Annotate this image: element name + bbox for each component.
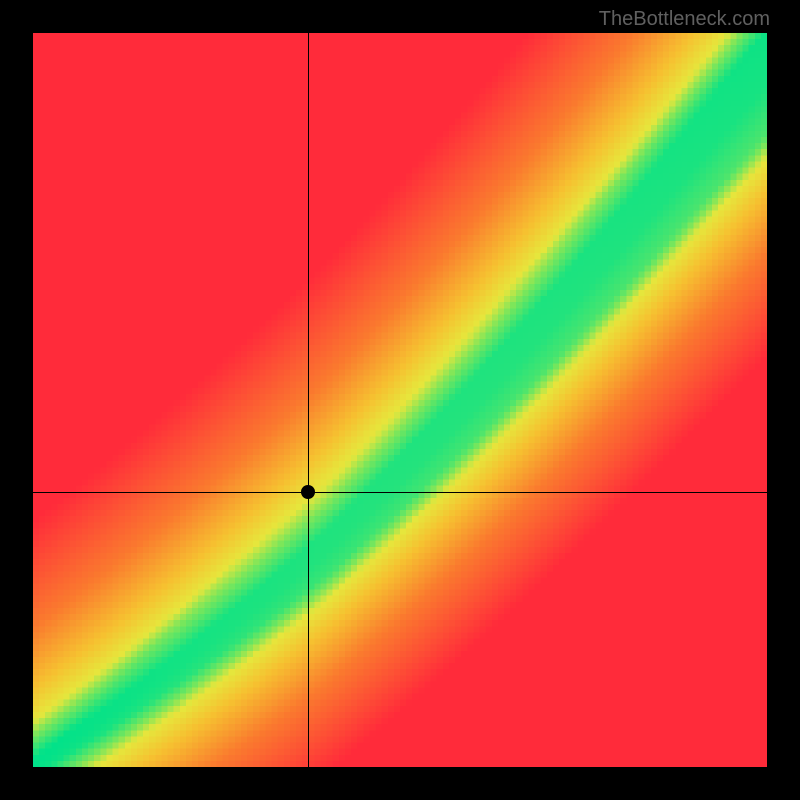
crosshair-horizontal-line: [33, 492, 767, 493]
watermark-text: TheBottleneck.com: [599, 8, 770, 31]
crosshair-vertical-line: [308, 33, 309, 767]
heatmap-plot-area: [33, 33, 767, 767]
crosshair-target-dot: [301, 485, 315, 499]
heatmap-canvas: [33, 33, 767, 767]
